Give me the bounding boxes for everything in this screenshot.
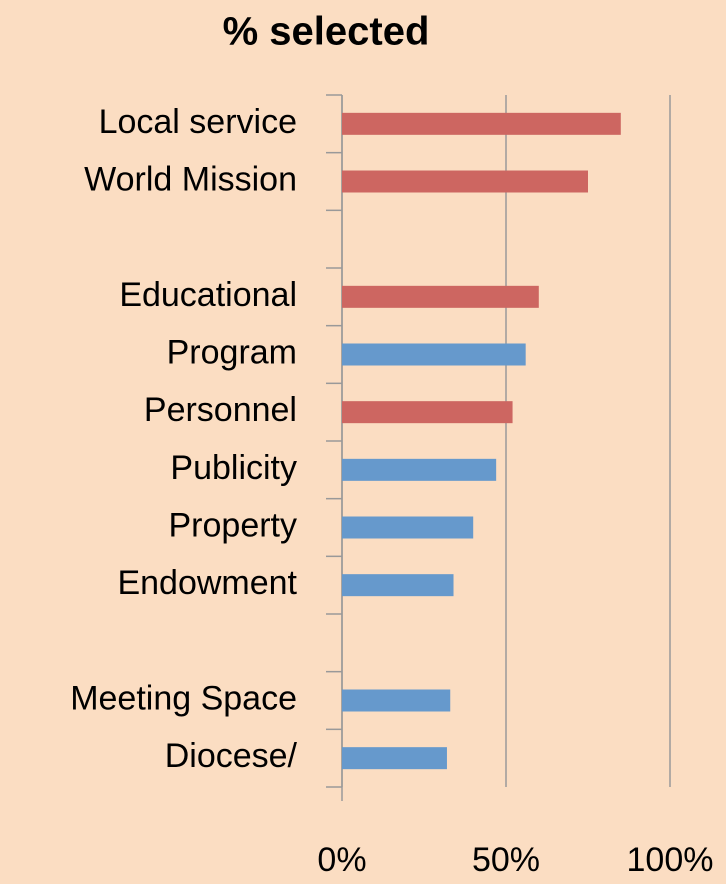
y-tick-label: Diocese/ <box>165 737 298 775</box>
bar <box>342 747 447 770</box>
y-tick-label: Publicity <box>170 449 297 487</box>
y-tick-label: Program <box>167 333 297 371</box>
bar <box>342 343 526 366</box>
y-tick-label: Personnel <box>144 391 297 429</box>
bar <box>342 516 474 539</box>
x-tick-label: 50% <box>472 841 540 879</box>
bar <box>342 458 497 481</box>
bar <box>342 401 513 424</box>
y-tick-label: Local service <box>99 103 297 141</box>
chart-title: % selected <box>223 10 430 54</box>
y-tick-label: Property <box>169 506 298 544</box>
y-tick-label: Endowment <box>117 564 297 602</box>
bar <box>342 285 539 308</box>
y-tick-label: Meeting Space <box>70 679 297 717</box>
y-tick-label: Educational <box>119 276 297 314</box>
bar <box>342 574 454 597</box>
bar <box>342 689 451 712</box>
x-tick-label: 100% <box>627 841 714 879</box>
bar <box>342 112 621 135</box>
bar <box>342 170 588 193</box>
x-tick-label: 0% <box>317 841 366 879</box>
y-tick-label: World Mission <box>84 160 297 198</box>
